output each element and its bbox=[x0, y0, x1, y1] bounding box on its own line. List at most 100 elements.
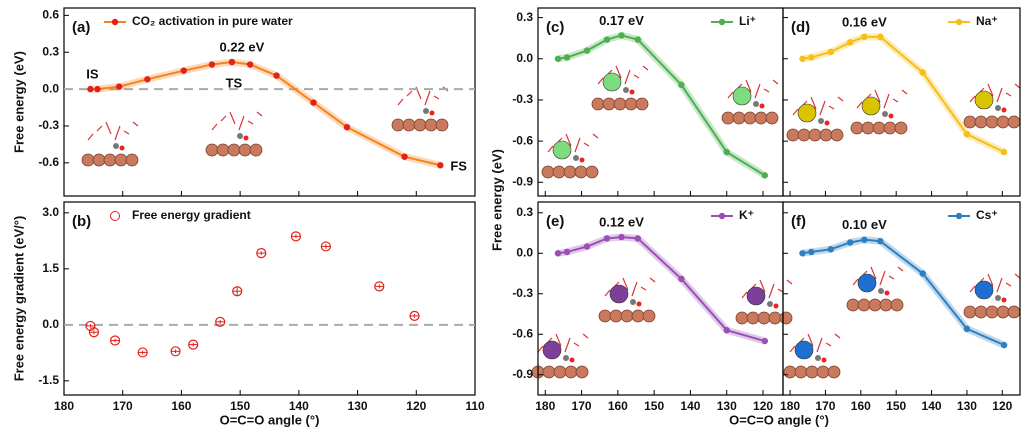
copper-atom bbox=[1007, 305, 1021, 319]
point bbox=[618, 233, 625, 241]
point bbox=[847, 39, 854, 46]
water-bond bbox=[642, 65, 649, 71]
copper-atom bbox=[732, 111, 746, 125]
y-tick-label: 0.0 bbox=[516, 51, 533, 65]
water-bond bbox=[1005, 282, 1012, 287]
ion bbox=[974, 280, 994, 300]
point bbox=[877, 237, 884, 245]
carbon-atom bbox=[815, 355, 821, 361]
copper-atom bbox=[642, 309, 656, 323]
annotation: 0.22 eV bbox=[220, 40, 265, 55]
water-bond bbox=[888, 275, 895, 280]
water-bond bbox=[615, 65, 622, 79]
copper-atom bbox=[808, 128, 822, 142]
oxygen-atom bbox=[884, 290, 890, 296]
confidence-band bbox=[801, 236, 1006, 349]
legend-marker bbox=[955, 18, 963, 26]
plot-frame bbox=[63, 7, 476, 197]
water-bond bbox=[1005, 92, 1012, 97]
water-bond bbox=[123, 130, 130, 135]
y-tick-label: 0.0 bbox=[42, 81, 59, 95]
point bbox=[208, 61, 216, 68]
legend-label: K⁺ bbox=[739, 208, 754, 222]
point bbox=[634, 36, 642, 43]
legend-label: CO₂ activation in pure water bbox=[132, 14, 293, 28]
copper-atom bbox=[894, 121, 908, 135]
y-tick-label: -0.9 bbox=[512, 367, 533, 381]
water-bond bbox=[105, 121, 112, 135]
point bbox=[678, 275, 685, 283]
copper-atom bbox=[743, 111, 757, 125]
point bbox=[310, 99, 317, 106]
point bbox=[827, 246, 834, 253]
water-bond bbox=[741, 291, 748, 299]
water-bond bbox=[247, 120, 254, 125]
water-bond bbox=[879, 270, 886, 286]
oxygen-atom bbox=[429, 110, 435, 116]
water-bond bbox=[211, 123, 218, 131]
water-bond bbox=[604, 289, 611, 297]
x-tick-label: 170 bbox=[815, 399, 835, 413]
point bbox=[799, 55, 806, 62]
water-bond bbox=[996, 277, 1003, 293]
copper-atom bbox=[816, 365, 830, 379]
ion bbox=[797, 103, 817, 123]
copper-atom bbox=[553, 365, 567, 379]
oxygen-atom bbox=[579, 157, 585, 163]
x-tick-label: 150 bbox=[644, 399, 664, 413]
point bbox=[618, 32, 625, 39]
x-tick-label: 130 bbox=[957, 399, 977, 413]
copper-atom bbox=[846, 298, 860, 312]
water-bond bbox=[624, 69, 631, 85]
point bbox=[919, 69, 926, 76]
panel-label: (b) bbox=[72, 213, 91, 230]
oxygen-atom bbox=[824, 120, 830, 126]
water-bond bbox=[763, 88, 770, 93]
point bbox=[437, 162, 444, 169]
water-bond bbox=[132, 121, 139, 127]
copper-atom bbox=[542, 365, 556, 379]
copper-atom bbox=[861, 121, 875, 135]
panel-label: (d) bbox=[791, 19, 810, 36]
copper-atom bbox=[541, 165, 555, 179]
y-tick-label: 3.0 bbox=[42, 205, 59, 219]
point bbox=[228, 58, 236, 66]
copper-atom bbox=[735, 311, 749, 325]
y-tick-label: -0.3 bbox=[38, 118, 59, 132]
point bbox=[1000, 148, 1008, 156]
copper-atom bbox=[868, 298, 882, 312]
water-bond bbox=[649, 277, 656, 283]
oxygen-atom bbox=[243, 135, 249, 141]
copper-atom bbox=[114, 153, 128, 167]
legend-marker bbox=[718, 212, 726, 220]
panel-label: (c) bbox=[546, 19, 564, 36]
legend-marker bbox=[955, 212, 963, 220]
copper-atom bbox=[974, 115, 988, 129]
point bbox=[180, 67, 187, 74]
point bbox=[1000, 341, 1008, 349]
x-tick-label: 160 bbox=[171, 399, 191, 413]
copper-atom bbox=[402, 118, 416, 132]
carbon-atom bbox=[423, 108, 429, 114]
point bbox=[799, 250, 806, 257]
water-bond bbox=[555, 333, 562, 347]
point bbox=[401, 153, 408, 160]
copper-atom bbox=[872, 121, 886, 135]
x-tick-label: 140 bbox=[680, 399, 700, 413]
point bbox=[343, 123, 351, 131]
point bbox=[115, 83, 123, 90]
y-axis-label: Free energy (eV) bbox=[489, 149, 504, 251]
copper-atom bbox=[602, 97, 616, 111]
annotation: 0.16 eV bbox=[842, 14, 887, 29]
water-bond bbox=[759, 279, 766, 293]
point bbox=[761, 337, 769, 345]
y-tick-label: -0.3 bbox=[512, 286, 533, 300]
water-bond bbox=[592, 133, 599, 139]
x-tick-label: 110 bbox=[465, 399, 485, 413]
carbon-atom bbox=[623, 87, 629, 93]
point bbox=[87, 85, 94, 93]
water-bond bbox=[810, 96, 817, 110]
carbon-atom bbox=[630, 299, 636, 305]
copper-atom bbox=[1007, 115, 1021, 129]
